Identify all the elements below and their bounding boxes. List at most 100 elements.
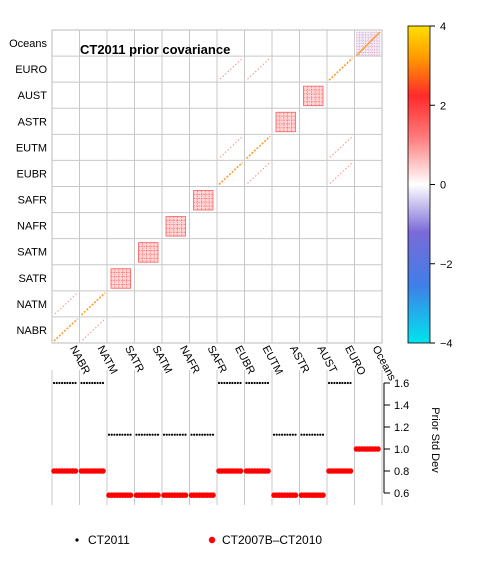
heatmap-title: CT2011 prior covariance	[80, 42, 230, 57]
diagonal-natm	[80, 292, 106, 316]
point-ct2011-safr	[201, 433, 204, 436]
diagonal-eubr	[218, 161, 244, 186]
row-label-satm: SATM	[17, 247, 47, 259]
heatmap-column-labels: NABR NATM SATR SATM NAFR SAFR EUBR EUTM ASTR AUST…	[67, 344, 398, 384]
point-ct2011-nafr	[165, 433, 168, 436]
point-ct2007b-ct2010-satr	[127, 492, 134, 499]
point-ct2011-natm	[96, 381, 99, 385]
point-ct2011-eubr	[236, 381, 239, 385]
point-ct2011-nabr	[74, 381, 77, 385]
point-ct2011-eubr	[217, 381, 221, 385]
point-ct2011-nabr	[52, 381, 56, 385]
point-ct2007b-ct2010-oceans	[375, 446, 381, 452]
point-ct2011-euro	[349, 381, 352, 385]
point-ct2011-aust	[305, 433, 308, 436]
covariance-heatmap: Oceans EURO AUST ASTR EUTM EUBR SAFR NAFR SATM SA…	[9, 29, 398, 384]
point-ct2011-nafr	[179, 433, 182, 436]
point-ct2011-natm	[83, 381, 86, 385]
point-ct2011-astr	[291, 433, 294, 436]
point-ct2011-nabr	[69, 381, 72, 385]
point-ct2011-natm	[80, 381, 83, 385]
colorbar-tick-label: −4	[440, 338, 453, 350]
colorbar-tick-label: 2	[440, 100, 446, 112]
point-ct2011-natm	[101, 381, 105, 385]
point-ct2011-aust	[313, 433, 316, 436]
point-ct2011-satr	[110, 433, 113, 436]
point-ct2011-astr	[272, 433, 276, 436]
covariance-patch-frame	[165, 216, 186, 237]
point-ct2011-eutm	[245, 381, 248, 385]
covariance-patch-frame	[110, 268, 131, 289]
point-ct2007b-ct2010-aust	[320, 492, 326, 499]
diagonal-nabr	[53, 318, 79, 342]
std-dev-tick-label: 1.2	[394, 422, 409, 434]
point-ct2011-eutm	[258, 381, 261, 385]
point-ct2011-eutm	[248, 381, 251, 385]
point-ct2011-satm	[148, 433, 151, 436]
point-ct2011-natm	[91, 381, 94, 385]
std-dev-tick-label: 0.6	[394, 488, 409, 500]
row-label-natm: NATM	[17, 299, 47, 311]
off-diagonal-correlation	[329, 136, 352, 158]
point-ct2011-satr	[129, 433, 132, 436]
legend-label-ct2011: CT2011	[88, 533, 130, 547]
point-ct2011-satm	[143, 433, 146, 436]
std-dev-axis-title: Prior Std Dev	[429, 407, 441, 473]
point-ct2011-eubr	[228, 381, 231, 385]
point-ct2011-eutm	[261, 381, 264, 385]
std-dev-tick-label: 0.8	[394, 466, 409, 478]
point-ct2011-safr	[209, 433, 212, 436]
point-ct2011-eutm	[264, 381, 267, 385]
point-ct2011-euro	[327, 381, 331, 385]
covariance-patch-frame	[138, 242, 159, 263]
legend-marker-ct2007b	[208, 536, 216, 544]
point-ct2011-astr	[275, 433, 278, 436]
point-ct2007b-ct2010-eutm	[265, 468, 271, 474]
heatmap-grid	[52, 30, 382, 343]
point-ct2011-natm	[99, 381, 102, 385]
point-ct2011-eubr	[223, 381, 226, 385]
point-ct2011-eubr	[234, 381, 237, 385]
row-label-eutm: EUTM	[16, 142, 47, 154]
point-ct2011-astr	[286, 433, 289, 436]
covariance-patch-satm	[138, 242, 159, 263]
point-ct2011-euro	[330, 381, 333, 385]
point-ct2011-satm	[140, 433, 143, 436]
point-ct2011-eubr	[239, 381, 242, 385]
point-ct2007b-ct2010-astr	[292, 492, 299, 499]
point-ct2011-natm	[85, 381, 88, 385]
point-ct2007b-ct2010-euro	[347, 468, 354, 474]
row-label-euro: EURO	[15, 64, 47, 76]
row-label-safr: SAFR	[18, 195, 47, 207]
point-ct2011-nabr	[58, 381, 61, 385]
covariance-patch-frame	[275, 111, 296, 133]
point-ct2007b-ct2010-safr	[210, 492, 216, 499]
point-ct2011-nabr	[55, 381, 58, 385]
point-ct2011-satr	[107, 433, 111, 436]
point-ct2011-eubr	[231, 381, 234, 385]
point-ct2011-euro	[336, 381, 339, 385]
point-ct2011-safr	[211, 433, 215, 436]
point-ct2011-astr	[283, 433, 286, 436]
row-label-nafr: NAFR	[17, 221, 47, 233]
point-ct2011-satm	[138, 433, 141, 436]
point-ct2011-nafr	[181, 433, 184, 436]
colorbar-ticks: 4 2 0 −2 −4	[430, 21, 453, 350]
point-ct2011-aust	[311, 433, 314, 436]
point-ct2011-nafr	[168, 433, 171, 436]
point-ct2011-satr	[126, 433, 129, 436]
point-ct2011-nabr	[61, 381, 64, 385]
colorbar-gradient	[407, 25, 431, 344]
row-label-oceans: Oceans	[9, 38, 47, 50]
point-ct2011-safr	[195, 433, 198, 436]
point-ct2007b-ct2010-satm	[155, 492, 161, 499]
point-ct2011-nabr	[71, 381, 74, 385]
diagonal-euro	[328, 57, 354, 81]
point-ct2011-astr	[289, 433, 292, 436]
std-dev-points	[51, 381, 381, 499]
std-dev-tick-label: 1.4	[394, 400, 409, 412]
legend-marker-ct2011	[75, 538, 79, 542]
row-label-aust: AUST	[18, 90, 48, 102]
std-dev-tick-label: 1.6	[394, 378, 409, 390]
row-label-nabr: NABR	[16, 325, 47, 337]
